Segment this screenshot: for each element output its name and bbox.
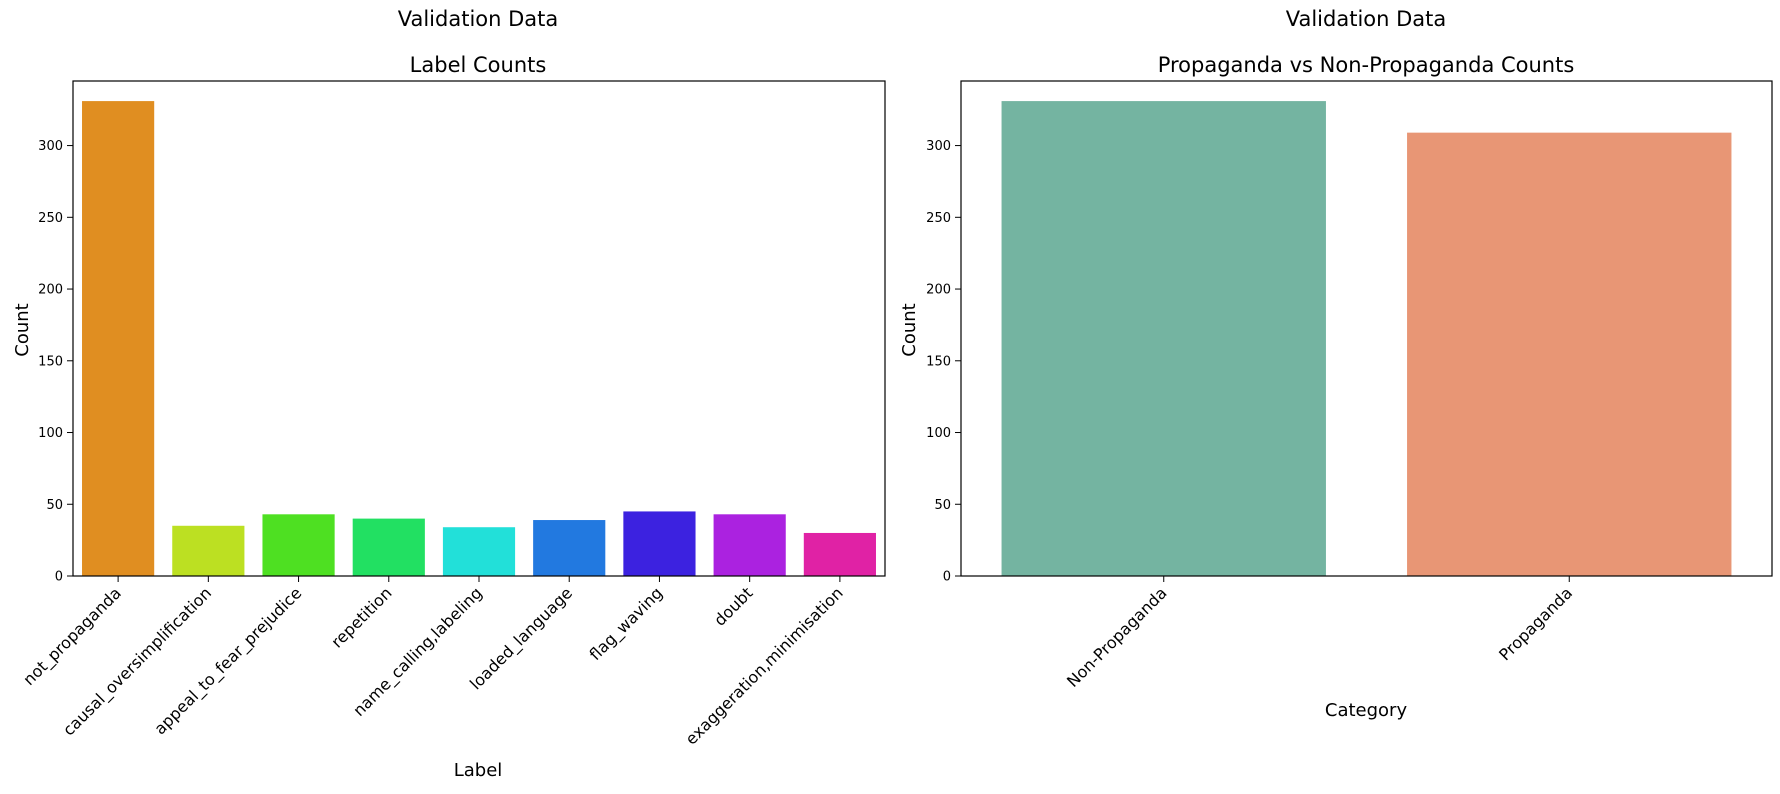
- y-tick-label: 300: [926, 139, 951, 154]
- propaganda-vs-non-propaganda-chart: Validation Data Propaganda vs Non-Propag…: [899, 7, 1773, 721]
- bar-loaded-language: [533, 520, 606, 576]
- x-ticks-group: not_propagandacausal_oversimplificationa…: [19, 576, 847, 749]
- x-tick-label: not_propaganda: [19, 583, 125, 689]
- x-tick-label: Propaganda: [1495, 583, 1576, 664]
- chart-suptitle: Validation Data: [1286, 7, 1447, 31]
- y-tick-label: 0: [943, 570, 951, 585]
- bar-doubt: [713, 514, 786, 576]
- y-axis-label: Count: [899, 303, 920, 356]
- y-ticks-group: 0 50 100 150 200 250 300: [926, 139, 961, 585]
- plot-frame: [960, 80, 1773, 577]
- y-tick-label: 200: [926, 283, 951, 298]
- bar-not-propaganda: [82, 101, 155, 576]
- x-axis-label: Label: [454, 760, 503, 781]
- y-tick-label: 50: [46, 498, 63, 513]
- x-tick-label: doubt: [710, 583, 756, 629]
- bars-group: [1001, 101, 1732, 577]
- y-tick-label: 250: [38, 211, 63, 226]
- x-tick-label: exaggeration,minimisation: [682, 583, 847, 748]
- chart-suptitle: Validation Data: [398, 7, 559, 31]
- y-axis-label: Count: [12, 303, 33, 356]
- x-axis-label: Category: [1325, 700, 1408, 721]
- y-tick-label: 100: [38, 426, 63, 441]
- bar-exaggeration-minimisation: [803, 532, 876, 576]
- bar-repetition: [352, 518, 425, 576]
- plot-frame: [72, 80, 886, 577]
- bars-group: [82, 101, 876, 576]
- y-tick-label: 200: [38, 283, 63, 298]
- bar-flag-waving: [623, 511, 696, 576]
- bar-non-propaganda: [1001, 101, 1326, 576]
- x-tick-label: repetition: [327, 583, 395, 651]
- y-tick-label: 0: [55, 570, 63, 585]
- y-tick-label: 300: [38, 139, 63, 154]
- y-tick-label: 50: [934, 498, 951, 513]
- x-tick-label: causal_oversimplification: [59, 583, 216, 740]
- x-tick-label: appeal_to_fear_prejudice: [150, 583, 306, 739]
- bar-causal-oversimplification: [172, 525, 245, 576]
- y-tick-label: 150: [38, 354, 63, 369]
- bar-appeal-to-fear-prejudice: [262, 514, 335, 576]
- chart-title: Propaganda vs Non-Propaganda Counts: [1158, 53, 1575, 77]
- y-tick-label: 100: [926, 426, 951, 441]
- bar-name-calling-labeling: [442, 527, 516, 576]
- x-ticks-group: Non-Propaganda Propaganda: [1063, 576, 1576, 691]
- label-counts-chart: Validation Data Label Counts Label Count…: [12, 7, 886, 781]
- y-tick-label: 150: [926, 354, 951, 369]
- y-tick-label: 250: [926, 211, 951, 226]
- x-tick-label: Non-Propaganda: [1063, 583, 1171, 691]
- x-tick-label: flag_waving: [586, 583, 667, 664]
- chart-title: Label Counts: [410, 53, 547, 77]
- y-ticks-group: 0 50 100 150 200 250 300: [38, 139, 73, 585]
- bar-propaganda: [1407, 132, 1732, 577]
